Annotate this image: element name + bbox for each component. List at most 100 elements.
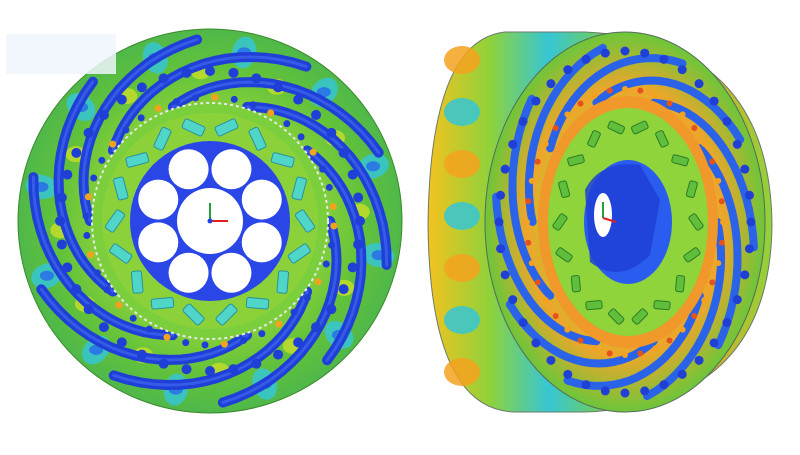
iso-coil-winding: [695, 144, 742, 350]
rotor-magnet: [245, 296, 270, 310]
stator-tooth: [325, 183, 333, 191]
coil-end: [228, 364, 239, 375]
coil-end: [56, 192, 67, 203]
coil-end: [158, 73, 169, 84]
coil-end: [228, 67, 239, 78]
iso-rotor-magnets: [552, 120, 704, 325]
field-spot-core: [39, 270, 54, 281]
coil-highlight: [81, 38, 199, 223]
stator-tooth: [314, 278, 322, 286]
iso-stator-tooth: [715, 177, 722, 184]
stator-tooth: [192, 94, 200, 102]
coil-end: [347, 262, 358, 273]
stator-tooth: [145, 325, 153, 333]
iso-rotor-magnet: [608, 308, 625, 325]
stator-tooth: [93, 269, 101, 277]
coil-highlight: [221, 219, 339, 404]
isometric-view: [427, 31, 773, 413]
iso-stator-tooth: [552, 124, 559, 131]
coil-end: [293, 337, 304, 348]
rotor-magnet: [248, 126, 267, 151]
iso-rotor-magnet: [631, 308, 648, 325]
iso-coil-winding: [563, 291, 704, 390]
rotor-magnet: [182, 303, 205, 326]
stator-tooth: [82, 212, 90, 220]
iso-coil-end: [496, 244, 506, 254]
iso-stator-tooth: [709, 158, 716, 165]
iso-stator-tooth: [606, 87, 613, 94]
iso-coil-end: [531, 338, 541, 348]
iso-rotor-magnet: [655, 130, 669, 148]
iso-coil-end: [744, 244, 754, 254]
coil-end: [347, 169, 358, 180]
rotor-magnet: [104, 209, 126, 233]
iso-coil-end: [722, 318, 732, 328]
iso-coil-end: [659, 54, 669, 64]
rotor-hole: [138, 179, 179, 220]
iso-coil-end: [722, 116, 732, 126]
iso-stator-tooth: [666, 337, 673, 344]
stator-tooth: [109, 140, 117, 148]
iso-rotor-magnet: [671, 154, 689, 167]
stator-tooth: [83, 231, 91, 239]
stator-tooth: [172, 98, 180, 106]
coil-end: [116, 337, 127, 348]
rotor-hole: [168, 149, 209, 190]
iso-stator-tooth: [542, 297, 549, 304]
stator-tooth: [87, 251, 95, 259]
iso-coil-end: [546, 79, 556, 89]
stator-tooth: [154, 104, 162, 112]
coil-end: [355, 216, 365, 226]
coil-end: [62, 262, 73, 273]
iso-stator-tooth: [591, 345, 598, 352]
coil-highlight: [305, 149, 363, 362]
rotor-hole: [241, 222, 282, 263]
iso-stator-tooth: [534, 158, 541, 165]
iso-stator-coils: [492, 43, 758, 401]
stator-tooth: [283, 120, 291, 128]
coil-end: [293, 94, 304, 105]
stator-tooth: [90, 174, 98, 182]
coil-end: [55, 216, 65, 226]
iso-stator-tooth: [720, 219, 726, 225]
iso-coil-end: [581, 380, 591, 390]
iso-rotor-magnet: [558, 180, 571, 198]
rotor-magnet: [153, 126, 172, 151]
side-field-band: [444, 150, 480, 178]
iso-rotor-magnet: [567, 154, 585, 167]
iso-coil-end: [600, 386, 610, 396]
rotor-magnet: [294, 209, 316, 233]
iso-coil-end: [640, 48, 650, 58]
iso-coil-end: [531, 96, 541, 106]
iso-coil-end: [546, 355, 556, 365]
stator-teeth: [82, 93, 338, 349]
iso-coil-end: [709, 96, 719, 106]
coil-end: [326, 304, 337, 315]
stator-tooth: [211, 93, 219, 101]
iso-rotor-magnet: [683, 247, 701, 263]
stator-tooth: [122, 126, 130, 134]
iso-stator-tooth: [606, 350, 613, 357]
iso-stator-tooth: [622, 352, 628, 358]
iso-coil-end: [620, 46, 630, 56]
iso-coil-end: [694, 79, 704, 89]
coil-highlight: [171, 80, 381, 155]
iso-stator-tooth: [577, 100, 584, 107]
rotor-magnet: [276, 270, 290, 294]
coil-end: [251, 73, 262, 84]
iso-rotor-magnet: [552, 213, 568, 231]
stator-tooth: [84, 193, 92, 201]
iso-coil-end: [620, 388, 630, 398]
iso-stator-tooth: [715, 260, 722, 267]
iso-stator-tooth: [525, 239, 532, 246]
coil-end: [83, 127, 94, 138]
side-field-band: [444, 306, 480, 334]
stator-side-field-bands: [444, 46, 480, 386]
iso-stator-tooth: [637, 350, 644, 357]
iso-stator-tooth: [528, 177, 535, 184]
iso-stator-tooth: [564, 111, 571, 118]
side-field-band: [444, 46, 480, 74]
coil-end: [338, 284, 349, 295]
coil-end: [353, 239, 364, 250]
